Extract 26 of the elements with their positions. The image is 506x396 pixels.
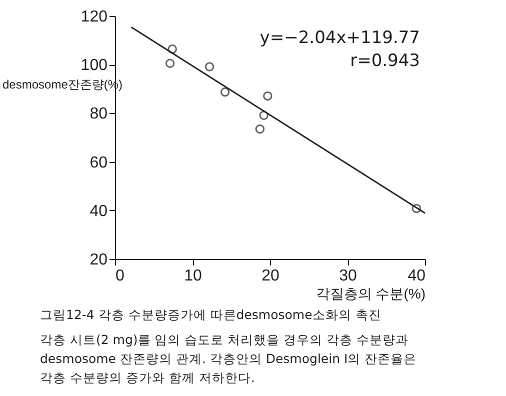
y-tick-label: 120 — [80, 8, 108, 26]
x-tick-label: 40 — [408, 268, 426, 284]
text: desmosome 잔존량의 관계. 각층안의 Desmoglein I의 잔존율은 — [40, 351, 417, 366]
point — [259, 110, 268, 120]
point — [165, 58, 175, 68]
y-tick-label: 40 — [90, 202, 108, 220]
point — [168, 44, 177, 54]
y-tick-label: 20 — [90, 252, 108, 268]
point — [412, 204, 422, 214]
y-tick-label: 60 — [90, 154, 108, 172]
x-axis-title: 각질층의 수분(%) — [316, 286, 426, 302]
text: 각층 시트(2 mg)를 임의 습도로 처리했을 경우의 각층 수분량과 — [40, 332, 409, 347]
y-tick-label: 80 — [90, 106, 108, 123]
point — [204, 62, 214, 72]
y-tick-label: 100 — [80, 57, 108, 74]
x-tick-label: 20 — [262, 268, 280, 284]
annotation: r=0.943 — [350, 51, 420, 71]
point — [220, 87, 230, 97]
x-tick-label: 0 — [116, 268, 124, 284]
annotation: y=−2.04x+119.77 — [260, 28, 420, 48]
x-tick-label: 30 — [339, 268, 357, 284]
point — [263, 91, 272, 101]
x-tick-label: 10 — [184, 268, 202, 284]
point — [255, 124, 265, 134]
caption: 그림12-4 각층 수분량증가에 따른desmosome소화의 촉진 — [40, 307, 382, 322]
text: 각층 수분량의 증가와 함께 저하한다. — [40, 370, 255, 385]
